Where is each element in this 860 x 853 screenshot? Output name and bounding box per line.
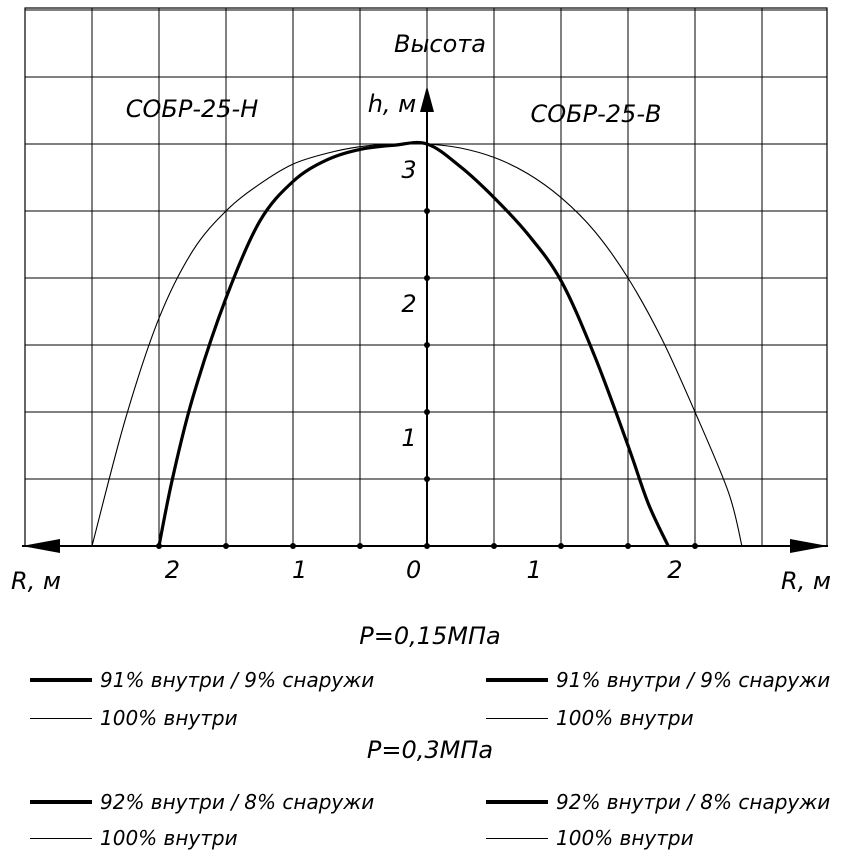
legend-label: 100% внутри	[100, 826, 238, 850]
legend-thick-line-swatch	[30, 678, 92, 682]
region-label-right: СОБР-25-В	[531, 100, 662, 128]
legend-item: 100% внутри	[486, 826, 694, 850]
y-tick-mark	[424, 275, 430, 281]
y-tick-label: 1	[401, 424, 416, 452]
legend-label: 92% внутри / 8% снаружи	[100, 790, 375, 814]
x-tick-mark	[290, 543, 296, 549]
x-tick-label: 2	[667, 556, 682, 584]
legend-thick-line-swatch	[30, 800, 92, 804]
x-tick-label: 1	[527, 556, 542, 584]
chart-title: Высота	[394, 30, 486, 58]
legend-item: 100% внутри	[30, 706, 238, 730]
y-tick-mark	[424, 342, 430, 348]
legend-label: 92% внутри / 8% снаружи	[556, 790, 831, 814]
legend-thick-line-swatch	[486, 678, 548, 682]
x-axis-left-arrow	[22, 539, 60, 553]
pressure-title-1: Р=0,15МПа	[359, 622, 501, 650]
chart: 2 1 0 1 2 1 2 3 Высота h, м СОБР-25-Н СОБР-25-В…	[11, 7, 831, 595]
chart-ticks: 2 1 0 1 2 1 2 3	[156, 156, 698, 584]
y-tick-label: 3	[401, 156, 416, 184]
legend-label: 100% внутри	[556, 826, 694, 850]
legend-label: 91% внутри / 9% снаружи	[100, 668, 375, 692]
x-tick-label: 0	[406, 556, 421, 584]
legend-label: 91% внутри / 9% снаружи	[556, 668, 831, 692]
pressure-title-2: Р=0,3МПа	[366, 736, 494, 764]
x-tick-label: 2	[165, 556, 180, 584]
x-tick-mark	[223, 543, 229, 549]
x-tick-mark	[491, 543, 497, 549]
legend-thick-line-swatch	[486, 800, 548, 804]
legend-label: 100% внутри	[100, 706, 238, 730]
x-tick-mark	[424, 543, 430, 549]
y-tick-label: 2	[401, 290, 416, 318]
legend-item: 91% внутри / 9% снаружи	[486, 668, 830, 692]
legend-item: 100% внутри	[486, 706, 694, 730]
x-tick-label: 1	[292, 556, 307, 584]
x-tick-mark	[558, 543, 564, 549]
region-label-left: СОБР-25-Н	[126, 95, 259, 123]
legend-item: 92% внутри / 8% снаружи	[486, 790, 830, 814]
series-line	[91, 143, 743, 547]
legend-thin-line-swatch	[30, 717, 92, 719]
x-tick-mark	[625, 543, 631, 549]
x-axis-label-left: R, м	[11, 567, 61, 595]
y-axis-arrow	[420, 86, 434, 112]
legend-item: 92% внутри / 8% снаружи	[30, 790, 374, 814]
x-tick-mark	[692, 543, 698, 549]
legend-label: 100% внутри	[556, 706, 694, 730]
x-tick-mark	[156, 543, 162, 549]
y-tick-mark	[424, 208, 430, 214]
legend-thin-line-swatch	[486, 717, 548, 719]
y-axis-label: h, м	[368, 90, 417, 118]
y-tick-mark	[424, 409, 430, 415]
legend-thin-line-swatch	[486, 837, 548, 839]
x-axis-right-arrow	[790, 539, 828, 553]
y-tick-mark	[424, 476, 430, 482]
chart-series	[91, 140, 743, 547]
legend-item: 100% внутри	[30, 826, 238, 850]
legend-thin-line-swatch	[30, 837, 92, 839]
x-tick-mark	[357, 543, 363, 549]
chart-axes	[22, 86, 828, 553]
legend-item: 91% внутри / 9% снаружи	[30, 668, 374, 692]
x-axis-label-right: R, м	[781, 567, 831, 595]
